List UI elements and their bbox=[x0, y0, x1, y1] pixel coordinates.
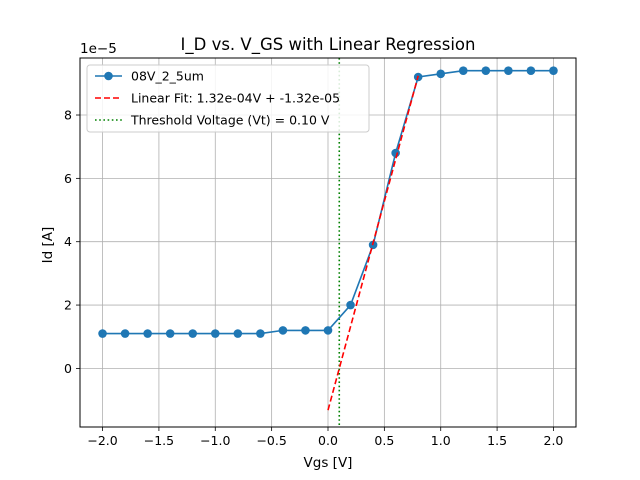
y-tick-label: 4 bbox=[64, 234, 72, 249]
data-point bbox=[210, 329, 220, 338]
y-axis-ticks: 0 2 4 6 8 bbox=[64, 108, 80, 376]
x-axis-label: Vgs [V] bbox=[304, 455, 353, 471]
y-offset-text: 1e−5 bbox=[80, 41, 117, 57]
data-point bbox=[301, 326, 310, 335]
data-point bbox=[278, 326, 288, 335]
y-axis-label: Id [A] bbox=[40, 227, 56, 264]
legend-label: Linear Fit: 1.32e-04V + -1.32e-05 bbox=[131, 91, 340, 106]
data-point bbox=[504, 66, 513, 75]
x-axis-ticks: −2.0 −1.5 −1.0 −0.5 0.0 0.5 1.0 1.5 2.0 bbox=[87, 427, 563, 448]
legend-label: Threshold Voltage (Vt) = 0.10 V bbox=[130, 113, 330, 128]
legend: 08V_2_5um Linear Fit: 1.32e-04V + -1.32e-… bbox=[86, 64, 370, 133]
data-point bbox=[98, 329, 107, 338]
y-tick-label: 6 bbox=[64, 171, 72, 186]
legend-box bbox=[86, 64, 370, 133]
data-point bbox=[458, 66, 468, 75]
data-point bbox=[549, 66, 558, 75]
x-tick-label: −0.5 bbox=[256, 433, 286, 448]
x-tick-label: −1.5 bbox=[144, 433, 174, 448]
fit-line bbox=[327, 75, 419, 411]
data-point bbox=[120, 329, 130, 338]
data-point bbox=[256, 329, 265, 338]
x-tick-label: −2.0 bbox=[87, 433, 117, 448]
plot-area bbox=[98, 58, 558, 427]
y-tick-label: 8 bbox=[64, 108, 72, 123]
data-point bbox=[436, 69, 446, 79]
legend-label: 08V_2_5um bbox=[131, 69, 204, 84]
x-tick-label: 2.0 bbox=[544, 433, 564, 448]
data-point bbox=[233, 329, 243, 338]
data-point bbox=[346, 300, 355, 310]
data-point bbox=[526, 66, 536, 75]
y-tick-label: 0 bbox=[64, 361, 72, 376]
x-tick-label: −1.0 bbox=[200, 433, 230, 448]
data-point bbox=[323, 326, 333, 335]
x-tick-label: 0.5 bbox=[374, 433, 394, 448]
data-point bbox=[481, 66, 491, 75]
x-tick-label: 1.0 bbox=[431, 433, 451, 448]
axes-frame bbox=[79, 57, 577, 428]
x-tick-label: 1.5 bbox=[487, 433, 507, 448]
data-point bbox=[143, 329, 152, 338]
legend-marker-series bbox=[104, 71, 113, 81]
y-tick-label: 2 bbox=[64, 298, 72, 313]
data-point bbox=[391, 148, 400, 158]
data-point bbox=[165, 329, 175, 338]
x-tick-label: 0.0 bbox=[318, 433, 338, 448]
data-point bbox=[188, 329, 198, 338]
chart-title: I_D vs. V_GS with Linear Regression bbox=[181, 35, 476, 55]
